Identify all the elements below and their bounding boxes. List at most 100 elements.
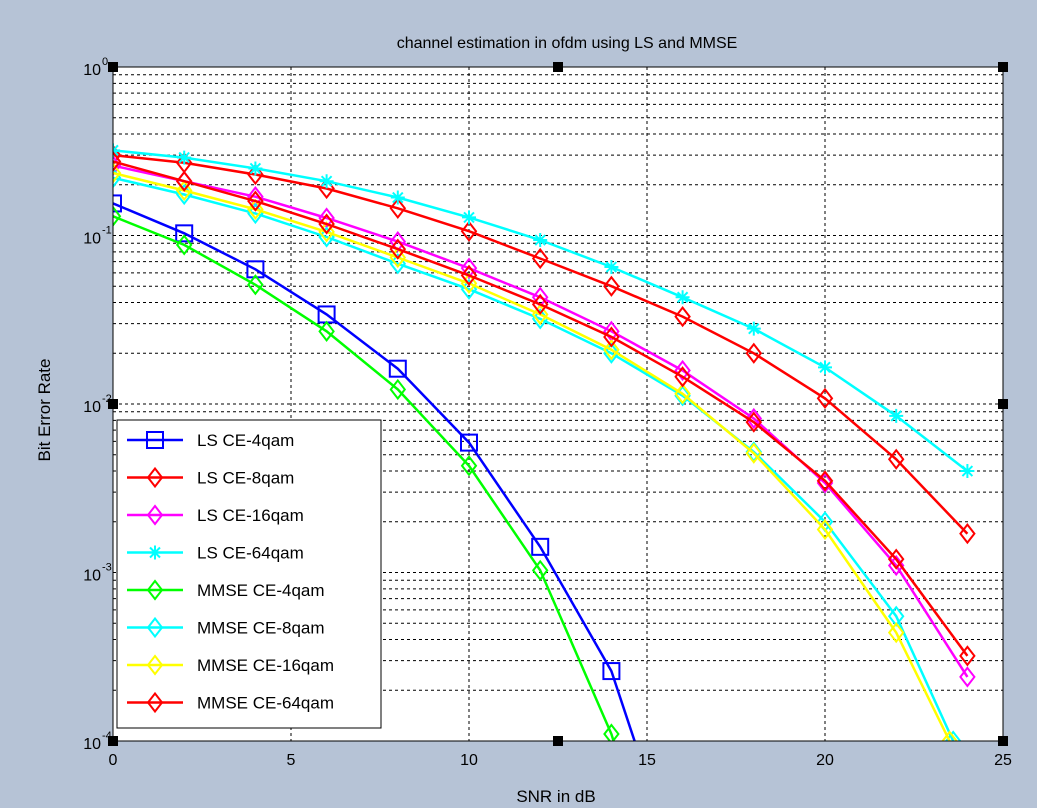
series-line	[113, 160, 969, 657]
y-tick-label: 10	[83, 231, 101, 248]
x-axis-label: SNR in dB	[516, 787, 595, 806]
selection-handle[interactable]	[998, 399, 1008, 409]
series-5	[113, 205, 620, 741]
legend-entry: MMSE CE-8qam	[127, 616, 325, 639]
x-tick-label: 10	[460, 752, 478, 769]
data-point	[745, 342, 763, 364]
data-point	[247, 163, 264, 186]
series-1	[113, 194, 636, 741]
data-point	[533, 233, 548, 248]
data-point	[113, 194, 122, 213]
data-point	[175, 179, 193, 202]
y-tick-exponent: -3	[102, 562, 112, 574]
legend-marker	[146, 691, 164, 714]
data-point	[602, 662, 621, 681]
data-point	[816, 518, 834, 541]
data-point	[674, 385, 691, 407]
data-point	[175, 224, 194, 243]
selection-handle[interactable]	[108, 62, 118, 72]
data-point	[604, 260, 619, 275]
data-point	[745, 407, 763, 430]
selection-handle[interactable]	[553, 736, 563, 746]
data-point	[319, 174, 334, 189]
series-layer	[113, 143, 976, 741]
legend-marker	[146, 579, 164, 601]
data-point	[113, 205, 122, 227]
legend-label: LS CE-64qam	[197, 544, 304, 563]
y-tick-exponent: -4	[102, 730, 112, 742]
data-point	[175, 234, 193, 256]
y-tick-label: 10	[83, 62, 101, 79]
x-tick-label: 5	[287, 752, 296, 769]
legend-box	[116, 419, 382, 729]
data-point	[959, 523, 976, 545]
legend-entry: LS CE-16qam	[127, 504, 304, 526]
selection-handles	[108, 62, 1008, 746]
data-point	[674, 366, 691, 388]
data-point	[247, 274, 264, 296]
data-point	[745, 442, 763, 464]
selection-handle[interactable]	[998, 736, 1008, 746]
legend-entry: LS CE-4qam	[127, 431, 294, 450]
data-point	[531, 293, 549, 316]
y-tick-label: 10	[83, 568, 101, 585]
x-tick-label: 25	[994, 752, 1012, 769]
data-point	[960, 464, 975, 479]
data-point	[389, 246, 407, 269]
series-line	[113, 202, 636, 741]
x-tick-label: 15	[638, 752, 656, 769]
data-point	[745, 411, 763, 433]
legend-entry: LS CE-64qam	[127, 544, 304, 563]
legend-entry: MMSE CE-4qam	[127, 579, 325, 601]
data-point	[603, 275, 620, 297]
y-tick-exponent: 0	[102, 56, 108, 68]
chart-title: channel estimation in ofdm using LS and …	[397, 35, 738, 52]
data-point	[675, 290, 690, 305]
data-point	[389, 378, 407, 401]
data-point	[460, 264, 478, 286]
data-point	[887, 548, 905, 570]
data-point	[941, 730, 958, 741]
data-point	[603, 342, 620, 364]
legend-marker	[146, 431, 164, 449]
selection-handle[interactable]	[108, 736, 118, 746]
y-tick-exponent: -2	[102, 393, 112, 405]
y-tick-label: 10	[83, 736, 101, 753]
series-line	[113, 215, 615, 741]
y-tick-label: 10	[83, 399, 101, 416]
data-point	[388, 359, 407, 378]
legend-label: MMSE CE-4qam	[197, 581, 325, 600]
data-point	[531, 247, 549, 270]
y-tick-exponent: -1	[102, 225, 112, 237]
data-point	[460, 433, 478, 452]
legend: LS CE-4qam LS CE-8qam LS CE-16qam LS CE-64q…	[116, 419, 382, 729]
legend-label: LS CE-16qam	[197, 506, 304, 525]
data-point	[816, 472, 834, 494]
grid-lines	[113, 67, 1003, 741]
data-point	[674, 306, 691, 328]
data-point	[389, 238, 407, 260]
legend-entry: MMSE CE-16qam	[127, 654, 334, 676]
data-point	[674, 383, 691, 405]
legend-label: MMSE CE-8qam	[197, 619, 325, 638]
x-tick-label: 0	[109, 752, 118, 769]
data-point	[603, 339, 620, 361]
data-point	[889, 408, 904, 423]
selection-handle[interactable]	[108, 399, 118, 409]
data-point	[531, 303, 549, 326]
legend-label: LS CE-4qam	[197, 431, 294, 450]
selection-handle[interactable]	[553, 62, 563, 72]
data-point	[460, 257, 478, 279]
data-point	[247, 190, 264, 212]
legend-entry: LS CE-8qam	[127, 466, 294, 489]
data-point	[248, 161, 263, 176]
data-point	[318, 213, 335, 235]
series-4	[113, 143, 975, 479]
selection-handle[interactable]	[998, 62, 1008, 72]
data-point	[603, 326, 620, 348]
data-point	[460, 220, 478, 242]
data-point	[531, 537, 550, 556]
legend-entry: MMSE CE-64qam	[127, 691, 334, 714]
data-point	[816, 387, 834, 409]
